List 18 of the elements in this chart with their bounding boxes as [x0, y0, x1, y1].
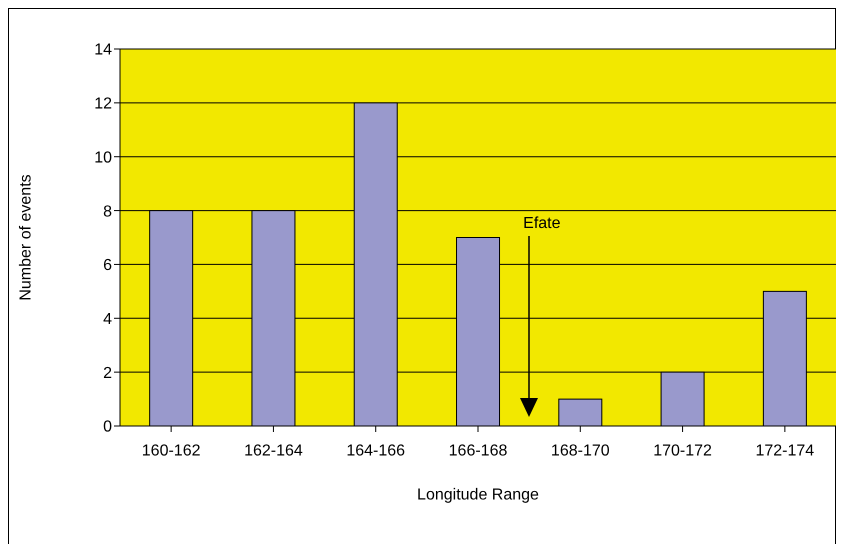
- y-tick-label: 12: [94, 96, 112, 113]
- x-tick-label: 168-170: [550, 442, 610, 460]
- x-tick-label: 160-162: [142, 442, 201, 460]
- x-tick-label: 164-166: [346, 442, 406, 460]
- y-tick-label: 14: [94, 42, 112, 59]
- y-axis-title: Number of events: [18, 174, 35, 301]
- y-tick-label: 2: [103, 364, 112, 382]
- y-tick-label: 6: [103, 257, 112, 274]
- y-tick-label: 8: [103, 203, 112, 220]
- x-tick-label: 166-168: [448, 442, 508, 460]
- y-tick-label: 0: [103, 418, 112, 436]
- x-tick-label: 170-172: [653, 442, 712, 460]
- annotation: Efate: [523, 215, 560, 233]
- x-tick-label: 162-164: [244, 442, 303, 460]
- x-axis-title: Longitude Range: [417, 486, 540, 504]
- y-tick-label: 10: [94, 149, 112, 166]
- y-tick-label: 4: [103, 310, 112, 328]
- x-tick-label: 172-174: [756, 442, 814, 460]
